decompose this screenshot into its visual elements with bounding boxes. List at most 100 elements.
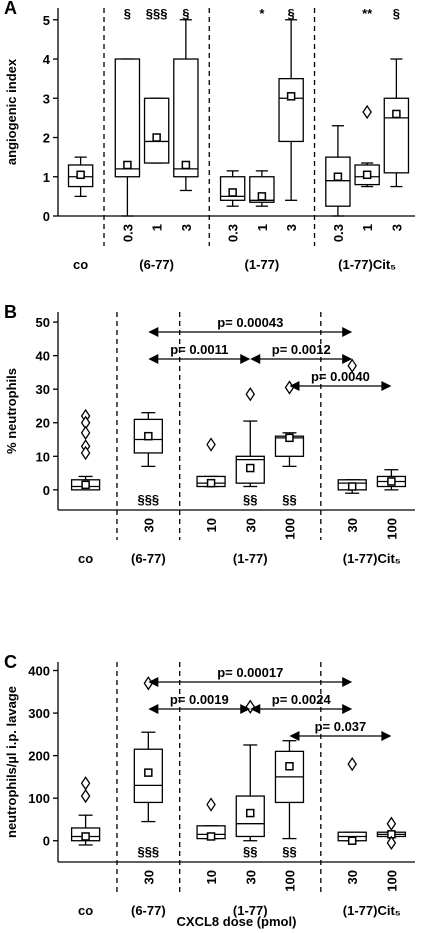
comparison-label: p= 0.0019: [170, 692, 229, 707]
x-tick-label: 10: [204, 518, 219, 532]
mean: [144, 431, 153, 441]
panel-label: B: [4, 302, 17, 322]
significance: §: [182, 6, 189, 21]
significance: §§: [282, 492, 296, 507]
mean: [228, 188, 237, 197]
comparison-label: p= 0.037: [315, 719, 367, 734]
comparison-label: p= 0.0040: [311, 369, 370, 384]
box: [173, 58, 199, 178]
outlier: [386, 835, 397, 851]
outlier: [80, 425, 91, 440]
comparison-label: p= 0.0024: [272, 692, 332, 707]
outlier: [206, 437, 216, 452]
outlier: [386, 816, 397, 831]
y-tick-label: 0: [43, 483, 50, 498]
x-tick-label: 30: [243, 870, 258, 884]
y-axis-label: % neutrophils: [4, 368, 19, 454]
comparison-label: p= 0.00017: [217, 665, 283, 680]
group-label: (1-77): [233, 903, 268, 918]
outlier: [284, 380, 295, 395]
mean: [206, 832, 216, 841]
x-tick-label: 3: [179, 224, 194, 231]
box: [383, 97, 410, 174]
outlier: [347, 756, 357, 772]
significance: §: [288, 6, 295, 21]
mean: [333, 172, 343, 182]
x-tick-label: 30: [345, 870, 360, 884]
y-tick-label: 30: [36, 382, 50, 397]
y-tick-label: 100: [28, 791, 50, 806]
mean: [285, 762, 294, 771]
outlier: [206, 797, 216, 812]
arrow-head: [240, 704, 251, 714]
y-tick-label: 400: [28, 664, 50, 679]
arrow-head: [289, 381, 300, 391]
mean: [81, 832, 90, 841]
x-tick-label: 0.3: [331, 224, 346, 242]
arrow-head: [240, 354, 251, 364]
mean: [206, 478, 216, 488]
panel-label: C: [4, 652, 17, 672]
arrow-head: [342, 327, 353, 337]
x-tick-label: 0.3: [120, 224, 135, 242]
mean: [144, 768, 153, 777]
mean: [246, 463, 255, 473]
mean: [392, 109, 401, 119]
arrow-head: [381, 381, 392, 391]
group-label: (1-77)Cit₅: [343, 903, 401, 918]
x-tick-label: 1: [150, 224, 165, 231]
group-label: (6-77): [139, 257, 174, 272]
x-tick-label: 100: [384, 518, 399, 540]
x-tick-label: 100: [282, 870, 297, 892]
box: [114, 58, 141, 178]
outlier: [80, 788, 91, 804]
significance: **: [362, 6, 373, 21]
arrow-head: [250, 354, 261, 364]
mean: [285, 433, 294, 443]
y-tick-label: 300: [28, 706, 50, 721]
x-tick-label: 30: [345, 518, 360, 532]
mean: [76, 170, 85, 180]
x-axis-label: CXCL8 dose (pmol): [177, 914, 297, 929]
outlier: [362, 104, 372, 120]
y-tick-label: 10: [36, 449, 50, 464]
mean: [362, 170, 372, 180]
arrow-head: [148, 327, 159, 337]
arrow-head: [381, 731, 392, 741]
x-tick-label: 30: [141, 518, 156, 532]
mean: [152, 133, 161, 142]
box: [143, 97, 170, 164]
y-axis-label: neutrophils/µl i.p. lavage: [4, 686, 19, 838]
y-tick-label: 20: [36, 416, 50, 431]
group-label: (1-77)Cit₅: [338, 257, 396, 272]
group-label: (1-77): [233, 551, 268, 566]
box: [325, 156, 351, 207]
x-tick-label: 30: [141, 870, 156, 884]
arrow-head: [342, 677, 353, 687]
group-label: (6-77): [131, 551, 166, 566]
arrow-head: [342, 354, 353, 364]
significance: §: [393, 6, 400, 21]
y-tick-label: 200: [28, 749, 50, 764]
significance: §§: [282, 844, 296, 859]
outlier: [347, 358, 357, 373]
y-axis-label: angiogenic index: [4, 58, 19, 165]
group-label: co: [73, 257, 88, 272]
mean: [286, 92, 296, 101]
significance: §§§: [137, 844, 159, 859]
mean: [387, 477, 396, 486]
arrow-head: [148, 354, 159, 364]
mean: [246, 808, 255, 818]
outlier: [80, 445, 91, 461]
x-tick-label: 0.3: [226, 224, 241, 242]
significance: §§: [243, 844, 257, 859]
comparison-label: p= 0.0011: [170, 342, 228, 357]
y-tick-label: 1: [43, 170, 50, 185]
x-tick-label: 100: [384, 870, 399, 892]
y-tick-label: 5: [43, 13, 50, 28]
x-tick-label: 1: [360, 224, 375, 231]
y-tick-label: 4: [43, 52, 51, 67]
group-label: (1-77): [245, 257, 280, 272]
group-label: co: [78, 903, 93, 918]
